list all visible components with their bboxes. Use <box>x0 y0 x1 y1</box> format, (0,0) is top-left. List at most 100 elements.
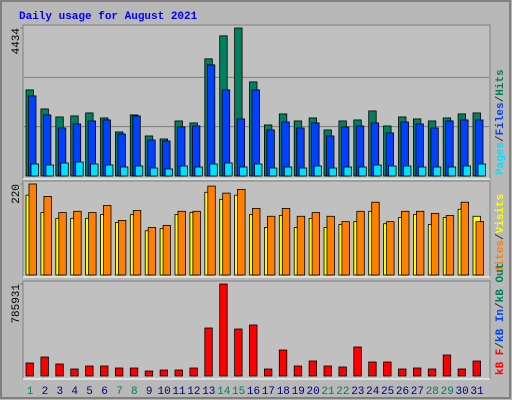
bar <box>323 365 332 377</box>
x-tick-label: 5 <box>86 386 93 398</box>
bar <box>401 210 410 276</box>
bar <box>40 356 49 377</box>
bar <box>442 354 452 377</box>
x-tick-label: 14 <box>217 386 231 398</box>
bar <box>341 221 350 276</box>
legend: kB F/kB In/kB Out <box>495 263 507 375</box>
x-tick-label: 7 <box>116 386 123 398</box>
bar <box>25 362 34 377</box>
x-tick-label: 13 <box>202 386 215 398</box>
bar <box>45 164 54 177</box>
bar <box>237 188 246 276</box>
legend-entry: Visits <box>495 194 507 234</box>
bar <box>371 201 380 276</box>
bar <box>417 166 427 177</box>
bar <box>472 360 481 377</box>
bar <box>328 167 337 177</box>
x-tick-label: 15 <box>232 386 245 398</box>
x-tick-label: 29 <box>441 386 454 398</box>
bar <box>326 215 335 276</box>
x-tick-label: 3 <box>56 386 63 398</box>
bar <box>222 192 231 276</box>
bar <box>398 368 407 377</box>
x-tick-label: 19 <box>292 386 305 398</box>
x-tick-label: 24 <box>366 386 380 398</box>
bar <box>120 166 129 177</box>
bar <box>403 165 412 177</box>
bar <box>73 210 82 276</box>
legend-entry: Sites <box>495 240 507 273</box>
bar <box>249 324 258 377</box>
bar <box>356 210 365 276</box>
y-tick-label: 220 <box>11 184 23 204</box>
bar <box>60 162 69 177</box>
bar <box>313 165 323 177</box>
bar <box>239 166 248 177</box>
bar <box>430 212 440 276</box>
x-tick-label: 11 <box>172 386 186 398</box>
bar <box>353 346 362 377</box>
bar <box>55 363 64 377</box>
bar <box>278 349 288 377</box>
x-tick-label: 25 <box>381 386 394 398</box>
x-tick-label: 31 <box>470 386 484 398</box>
bar <box>115 367 124 377</box>
x-tick-label: 23 <box>351 386 364 398</box>
bar <box>263 368 273 377</box>
legend-separator: / <box>495 342 507 349</box>
legend-entry: Pages <box>495 142 507 175</box>
bar <box>85 365 94 377</box>
legend: Sites/Visits <box>495 194 507 273</box>
x-tick-label: 28 <box>426 386 439 398</box>
bar <box>192 210 201 276</box>
bar <box>338 366 347 377</box>
x-tick-label: 1 <box>27 386 34 398</box>
bar <box>144 370 154 377</box>
x-tick-label: 10 <box>157 386 170 398</box>
bar <box>281 208 291 276</box>
legend-entry: kB In <box>495 309 507 342</box>
chart-title: Daily usage for August 2021 <box>19 11 198 23</box>
bar <box>209 163 218 177</box>
bar <box>457 368 467 377</box>
bar <box>386 221 395 276</box>
x-tick-label: 26 <box>396 386 409 398</box>
legend-entry: kB F <box>495 349 507 375</box>
bar <box>219 283 228 377</box>
x-tick-label: 17 <box>262 386 275 398</box>
legend-separator: / <box>495 233 507 240</box>
x-tick-label: 9 <box>146 386 153 398</box>
bar <box>358 166 367 177</box>
bar <box>70 368 79 377</box>
bar <box>103 205 112 276</box>
x-tick-label: 8 <box>131 386 138 398</box>
x-tick-label: 6 <box>101 386 108 398</box>
x-tick-label: 20 <box>306 386 319 398</box>
bar <box>149 167 159 177</box>
legend-separator: / <box>495 135 507 142</box>
bar <box>164 168 174 177</box>
y-tick-label: 785931 <box>11 284 23 324</box>
x-tick-label: 4 <box>71 386 78 398</box>
bar <box>343 166 352 177</box>
x-tick-label: 16 <box>247 386 260 398</box>
bar <box>159 369 169 377</box>
bar <box>194 166 203 177</box>
bar <box>460 201 470 276</box>
bar <box>88 212 97 276</box>
bar <box>234 328 243 377</box>
bar <box>30 163 39 177</box>
bar <box>90 163 99 177</box>
bar <box>388 165 397 177</box>
bar <box>415 210 425 276</box>
bar <box>373 164 382 177</box>
bar <box>293 365 303 377</box>
bar <box>445 215 455 276</box>
bar <box>298 167 308 177</box>
bar <box>251 89 260 177</box>
bar <box>105 164 114 177</box>
legend-separator: / <box>495 95 507 102</box>
bar <box>475 221 484 276</box>
